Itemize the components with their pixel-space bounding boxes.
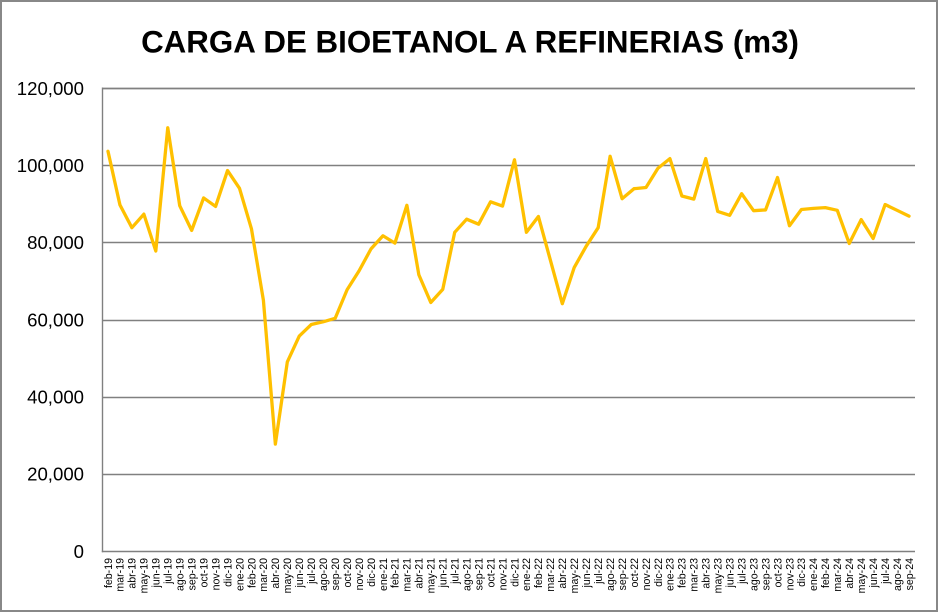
svg-text:jul-19: jul-19: [163, 558, 175, 585]
svg-text:nov-20: nov-20: [354, 558, 366, 590]
svg-text:jun-21: jun-21: [438, 558, 450, 589]
svg-text:may-24: may-24: [856, 558, 868, 593]
svg-text:ene-21: ene-21: [378, 558, 390, 591]
svg-text:may-22: may-22: [569, 558, 581, 593]
svg-text:abr-22: abr-22: [557, 558, 569, 589]
svg-text:sep-24: sep-24: [904, 558, 916, 590]
svg-text:100,000: 100,000: [17, 155, 84, 176]
svg-text:oct-22: oct-22: [629, 558, 641, 588]
svg-text:jun-20: jun-20: [294, 558, 306, 589]
svg-text:dic-23: dic-23: [796, 558, 808, 587]
svg-text:CARGA DE BIOETANOL A REFINERIA: CARGA DE BIOETANOL A REFINERIAS (m3): [141, 25, 799, 60]
svg-text:sep-19: sep-19: [186, 558, 198, 590]
svg-text:abr-21: abr-21: [414, 558, 426, 589]
svg-text:jun-24: jun-24: [868, 558, 880, 589]
svg-text:may-21: may-21: [426, 558, 438, 593]
svg-text:abr-23: abr-23: [701, 558, 713, 589]
svg-text:60,000: 60,000: [27, 309, 84, 330]
svg-text:nov-23: nov-23: [784, 558, 796, 590]
svg-text:ago-24: ago-24: [892, 558, 904, 591]
svg-text:jul-24: jul-24: [880, 558, 892, 585]
svg-text:0: 0: [74, 541, 84, 562]
svg-text:jul-21: jul-21: [450, 558, 462, 585]
svg-text:may-20: may-20: [282, 558, 294, 593]
svg-text:ago-23: ago-23: [748, 558, 760, 591]
svg-text:ago-19: ago-19: [175, 558, 187, 591]
svg-text:mar-22: mar-22: [545, 558, 557, 592]
svg-text:dic-22: dic-22: [653, 558, 665, 587]
svg-text:abr-24: abr-24: [844, 558, 856, 589]
svg-text:oct-21: oct-21: [485, 558, 497, 588]
svg-text:ene-24: ene-24: [808, 558, 820, 591]
svg-text:ene-23: ene-23: [665, 558, 677, 591]
svg-text:sep-20: sep-20: [330, 558, 342, 590]
svg-text:feb-20: feb-20: [246, 558, 258, 588]
svg-text:ago-20: ago-20: [318, 558, 330, 591]
svg-text:120,000: 120,000: [17, 78, 84, 99]
svg-text:ene-20: ene-20: [234, 558, 246, 591]
svg-text:mar-21: mar-21: [402, 558, 414, 592]
svg-text:nov-19: nov-19: [210, 558, 222, 590]
svg-text:mar-23: mar-23: [689, 558, 701, 592]
svg-text:mar-19: mar-19: [115, 558, 127, 592]
svg-text:feb-23: feb-23: [677, 558, 689, 588]
svg-text:dic-19: dic-19: [222, 558, 234, 587]
svg-text:mar-20: mar-20: [258, 558, 270, 592]
svg-text:ago-22: ago-22: [605, 558, 617, 591]
svg-text:nov-22: nov-22: [641, 558, 653, 590]
svg-text:sep-21: sep-21: [473, 558, 485, 590]
svg-text:sep-22: sep-22: [617, 558, 629, 590]
svg-text:feb-24: feb-24: [820, 558, 832, 588]
svg-text:jul-20: jul-20: [306, 558, 318, 585]
svg-text:dic-21: dic-21: [509, 558, 521, 587]
svg-text:feb-19: feb-19: [103, 558, 115, 588]
svg-text:oct-20: oct-20: [342, 558, 354, 588]
svg-text:jun-23: jun-23: [724, 558, 736, 589]
svg-text:80,000: 80,000: [27, 232, 84, 253]
svg-text:may-19: may-19: [139, 558, 151, 593]
svg-text:20,000: 20,000: [27, 464, 84, 485]
svg-text:ene-22: ene-22: [521, 558, 533, 591]
svg-text:jul-23: jul-23: [736, 558, 748, 585]
svg-text:oct-19: oct-19: [198, 558, 210, 588]
svg-text:may-23: may-23: [713, 558, 725, 593]
svg-text:oct-23: oct-23: [772, 558, 784, 588]
svg-text:nov-21: nov-21: [497, 558, 509, 590]
svg-text:dic-20: dic-20: [366, 558, 378, 587]
svg-text:jun-19: jun-19: [151, 558, 163, 589]
svg-text:feb-21: feb-21: [390, 558, 402, 588]
svg-text:ago-21: ago-21: [461, 558, 473, 591]
svg-text:mar-24: mar-24: [832, 558, 844, 592]
svg-text:abr-20: abr-20: [270, 558, 282, 589]
svg-text:40,000: 40,000: [27, 386, 84, 407]
svg-text:abr-19: abr-19: [127, 558, 139, 589]
svg-text:feb-22: feb-22: [533, 558, 545, 588]
svg-text:jun-22: jun-22: [581, 558, 593, 589]
svg-text:jul-22: jul-22: [593, 558, 605, 585]
svg-text:sep-23: sep-23: [760, 558, 772, 590]
